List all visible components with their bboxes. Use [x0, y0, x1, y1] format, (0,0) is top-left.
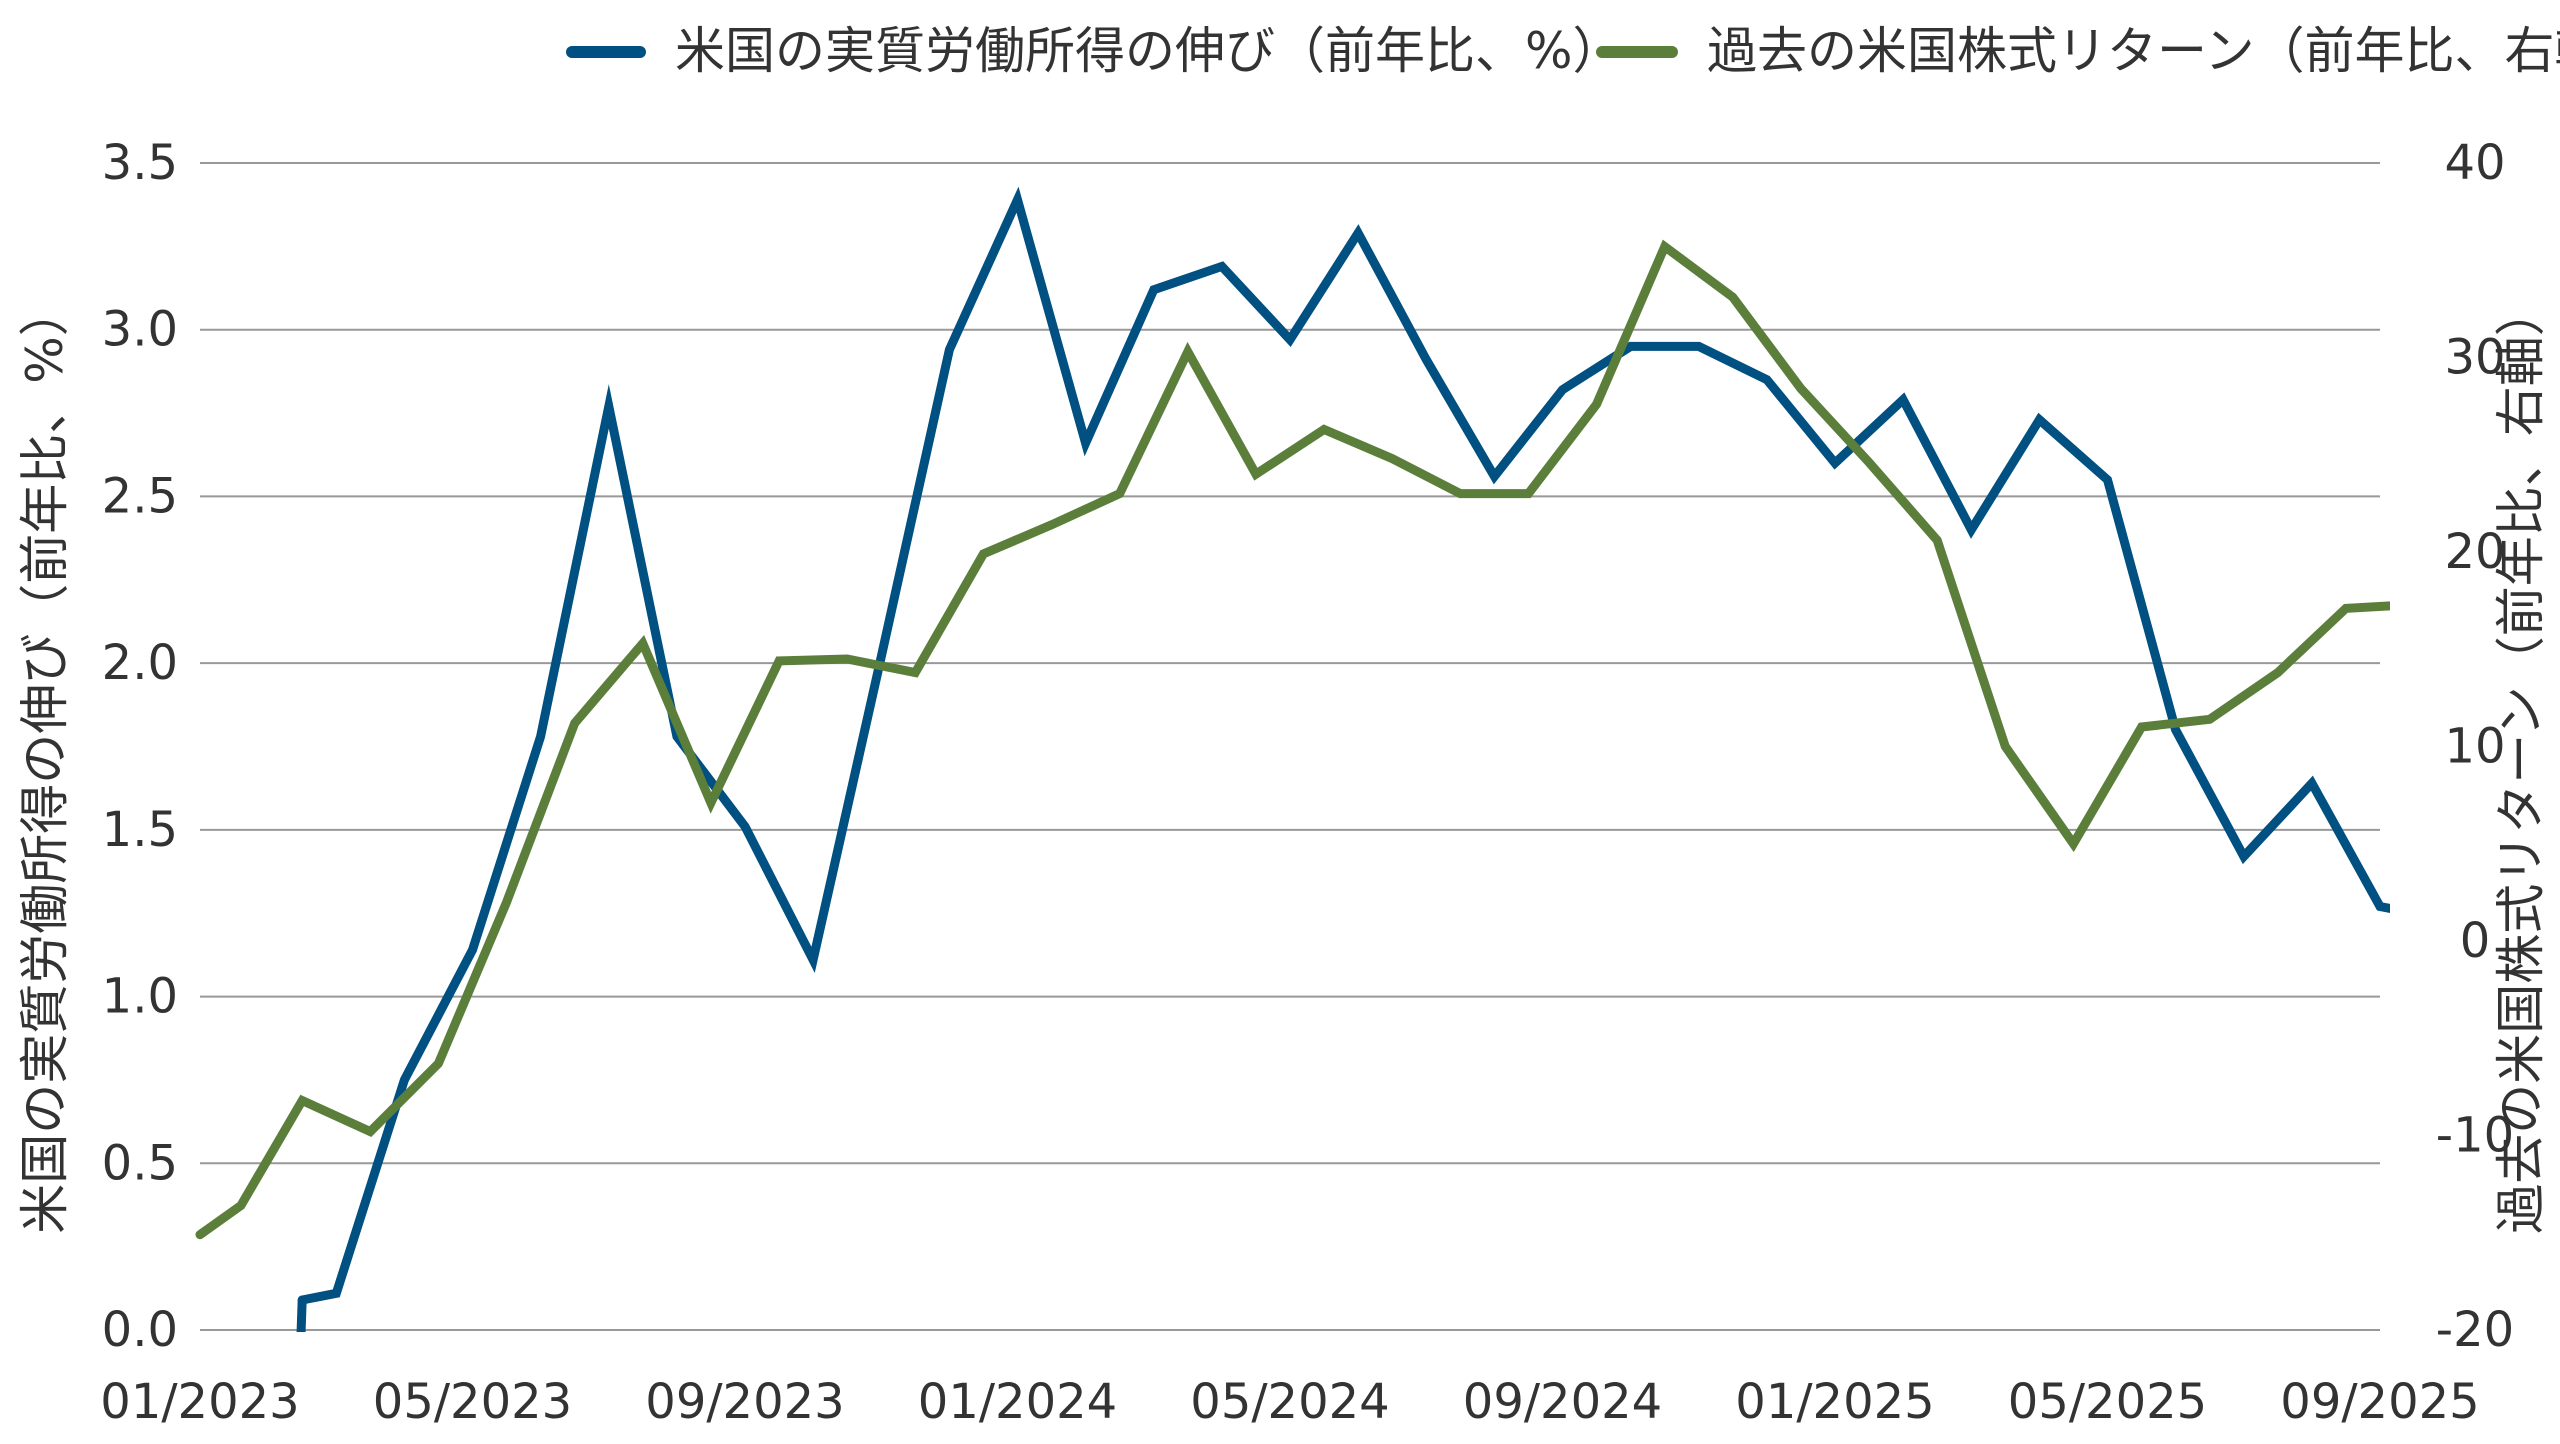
- left-axis-tick-label: 1.0: [102, 969, 178, 1025]
- left-axis-tick-label: 1.5: [102, 802, 178, 858]
- right-axis-tick-label: 40: [2444, 135, 2505, 191]
- series-group-2: [200, 247, 2414, 1235]
- x-axis-tick-labels: 01/2023 05/2023 09/2023 01/2024 05/2024 09/20…: [100, 1374, 2479, 1430]
- stock-return-line: [200, 247, 2414, 1235]
- x-axis-tick-label: 09/2025: [2280, 1374, 2479, 1430]
- legend: 米国の実質労働所得の伸び（前年比、%） 過去の米国株式リターン（前年比、右軸）: [572, 22, 2560, 80]
- right-axis-title: 過去の米国株式リターン（前年比、右軸）: [2492, 286, 2550, 1234]
- legend-item: 米国の実質労働所得の伸び（前年比、%）: [572, 22, 1623, 80]
- series-group-1: [295, 200, 2448, 1440]
- legend-label: 過去の米国株式リターン（前年比、右軸）: [1707, 22, 2560, 80]
- x-axis-tick-label: 05/2023: [373, 1374, 572, 1430]
- x-axis-tick-label: 05/2024: [1190, 1374, 1389, 1430]
- left-axis-tick-label: 2.0: [102, 635, 178, 691]
- left-axis-tick-labels: 0.0 0.5 1.0 1.5 2.0 2.5 3.0 3.5: [102, 135, 178, 1358]
- right-axis-tick-label: -20: [2436, 1302, 2514, 1358]
- legend-item: 過去の米国株式リターン（前年比、右軸）: [1602, 22, 2560, 80]
- x-axis-tick-label: 01/2025: [1735, 1374, 1934, 1430]
- x-axis-tick-label: 09/2023: [645, 1374, 844, 1430]
- left-axis-title: 米国の実質労働所得の伸び（前年比、%）: [16, 286, 74, 1234]
- legend-label: 米国の実質労働所得の伸び（前年比、%）: [675, 22, 1623, 80]
- x-axis-tick-label: 01/2023: [100, 1374, 299, 1430]
- left-axis-tick-label: 3.5: [102, 135, 178, 191]
- left-axis-tick-label: 3.0: [102, 302, 178, 358]
- left-axis-tick-label: 2.5: [102, 468, 178, 524]
- right-axis-tick-label: 0: [2460, 913, 2491, 969]
- x-axis-tick-label: 05/2025: [2008, 1374, 2207, 1430]
- left-axis-tick-label: 0.5: [102, 1135, 178, 1191]
- x-axis-tick-label: 09/2024: [1463, 1374, 1662, 1430]
- left-axis-tick-label: 0.0: [102, 1302, 178, 1358]
- x-axis-tick-label: 01/2024: [918, 1374, 1117, 1430]
